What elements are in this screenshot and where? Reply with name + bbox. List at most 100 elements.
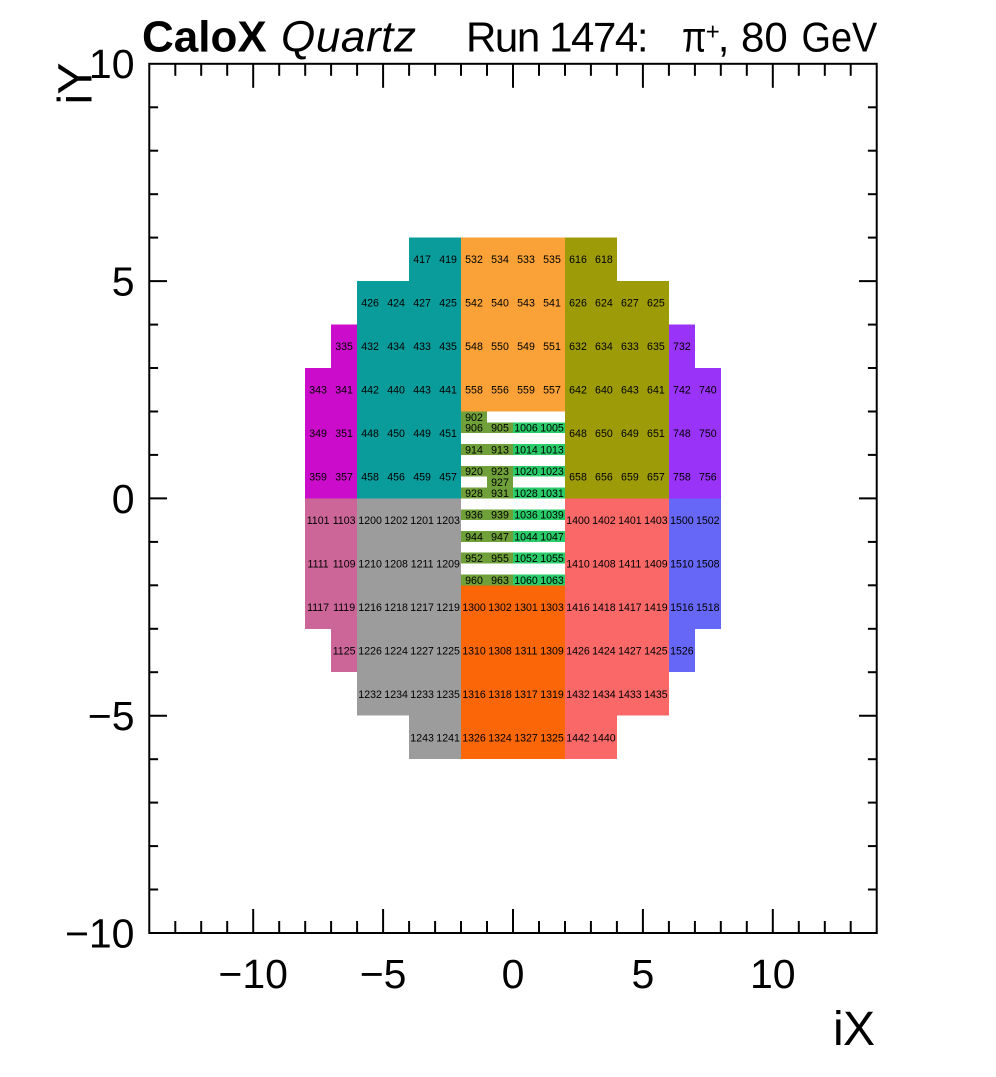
svg-text:1219: 1219: [436, 602, 460, 614]
svg-text:549: 549: [517, 341, 535, 353]
svg-text:618: 618: [595, 254, 613, 266]
svg-text:1063: 1063: [540, 575, 564, 587]
svg-text:649: 649: [621, 428, 639, 440]
svg-text:939: 939: [491, 510, 509, 522]
svg-text:1216: 1216: [358, 602, 382, 614]
svg-text:iY: iY: [50, 63, 103, 105]
svg-text:351: 351: [335, 428, 353, 440]
svg-text:641: 641: [647, 385, 665, 397]
svg-text:1101: 1101: [307, 515, 330, 527]
svg-text:1409: 1409: [644, 558, 668, 570]
svg-text:1508: 1508: [696, 558, 720, 570]
svg-text:1401: 1401: [618, 515, 642, 527]
svg-text:1311: 1311: [515, 645, 538, 657]
svg-text:635: 635: [647, 341, 665, 353]
svg-text:1020: 1020: [514, 466, 538, 478]
svg-text:1432: 1432: [566, 689, 590, 701]
svg-text:1433: 1433: [618, 689, 642, 701]
svg-text:1301: 1301: [514, 602, 538, 614]
svg-text:1202: 1202: [384, 515, 408, 527]
svg-text:936: 936: [465, 510, 483, 522]
svg-text:532: 532: [465, 254, 483, 266]
svg-text:1303: 1303: [540, 602, 564, 614]
svg-text:1023: 1023: [540, 466, 564, 478]
svg-text:955: 955: [491, 553, 509, 565]
svg-text:1218: 1218: [384, 602, 408, 614]
svg-text:1518: 1518: [696, 602, 720, 614]
svg-text:1039: 1039: [540, 510, 564, 522]
svg-text:533: 533: [517, 254, 535, 266]
svg-text:1233: 1233: [410, 689, 434, 701]
svg-text:−10: −10: [218, 951, 288, 997]
svg-text:1036: 1036: [514, 510, 538, 522]
svg-text:Run 1474:: Run 1474:: [466, 14, 649, 61]
svg-text:424: 424: [387, 298, 405, 310]
svg-text:927: 927: [491, 477, 509, 489]
svg-text:,: ,: [718, 14, 730, 61]
svg-text:548: 548: [465, 341, 483, 353]
svg-text:557: 557: [543, 385, 561, 397]
svg-text:1103: 1103: [333, 515, 356, 527]
svg-text:540: 540: [491, 298, 509, 310]
svg-text:1227: 1227: [410, 645, 434, 657]
svg-text:944: 944: [465, 531, 483, 543]
svg-text:1500: 1500: [670, 515, 694, 527]
svg-text:551: 551: [543, 341, 561, 353]
svg-text:5: 5: [112, 259, 135, 305]
svg-text:616: 616: [569, 254, 587, 266]
svg-text:426: 426: [361, 298, 379, 310]
svg-text:80: 80: [741, 14, 788, 61]
svg-text:1208: 1208: [384, 558, 408, 570]
svg-text:1234: 1234: [384, 689, 408, 701]
svg-text:1408: 1408: [592, 558, 616, 570]
svg-text:GeV: GeV: [802, 14, 878, 61]
svg-text:1232: 1232: [358, 689, 382, 701]
svg-text:1241: 1241: [436, 732, 460, 744]
svg-text:417: 417: [413, 254, 431, 266]
svg-text:432: 432: [361, 341, 379, 353]
svg-text:1044: 1044: [514, 531, 538, 543]
svg-text:1224: 1224: [384, 645, 408, 657]
svg-text:441: 441: [439, 385, 457, 397]
svg-text:902: 902: [465, 412, 483, 424]
svg-text:5: 5: [631, 951, 654, 997]
svg-text:335: 335: [335, 341, 353, 353]
svg-text:449: 449: [413, 428, 431, 440]
svg-text:1013: 1013: [540, 444, 564, 456]
svg-text:433: 433: [413, 341, 431, 353]
svg-text:343: 343: [309, 385, 327, 397]
svg-text:758: 758: [673, 472, 691, 484]
svg-text:556: 556: [491, 385, 509, 397]
svg-text:543: 543: [517, 298, 535, 310]
svg-text:1302: 1302: [488, 602, 512, 614]
svg-text:1211: 1211: [411, 558, 434, 570]
svg-text:633: 633: [621, 341, 639, 353]
svg-text:559: 559: [517, 385, 535, 397]
svg-text:624: 624: [595, 298, 613, 310]
svg-text:427: 427: [413, 298, 431, 310]
svg-text:1119: 1119: [333, 602, 355, 614]
svg-text:Quartz: Quartz: [281, 13, 416, 62]
svg-text:906: 906: [465, 423, 483, 435]
svg-text:−5: −5: [360, 951, 407, 997]
svg-text:1426: 1426: [566, 645, 590, 657]
svg-text:iX: iX: [833, 1003, 875, 1056]
svg-text:732: 732: [673, 341, 691, 353]
svg-text:627: 627: [621, 298, 639, 310]
svg-text:1028: 1028: [514, 488, 538, 500]
svg-text:742: 742: [673, 385, 691, 397]
svg-text:1209: 1209: [436, 558, 460, 570]
svg-text:357: 357: [335, 472, 353, 484]
svg-text:634: 634: [595, 341, 613, 353]
svg-text:349: 349: [309, 428, 327, 440]
svg-text:643: 643: [621, 385, 639, 397]
svg-text:440: 440: [387, 385, 405, 397]
svg-text:1416: 1416: [566, 602, 590, 614]
svg-text:−5: −5: [88, 693, 135, 739]
svg-text:650: 650: [595, 428, 613, 440]
svg-text:458: 458: [361, 472, 379, 484]
svg-text:1125: 1125: [333, 645, 356, 657]
svg-text:−10: −10: [65, 910, 135, 956]
svg-text:656: 656: [595, 472, 613, 484]
svg-text:963: 963: [491, 575, 509, 587]
